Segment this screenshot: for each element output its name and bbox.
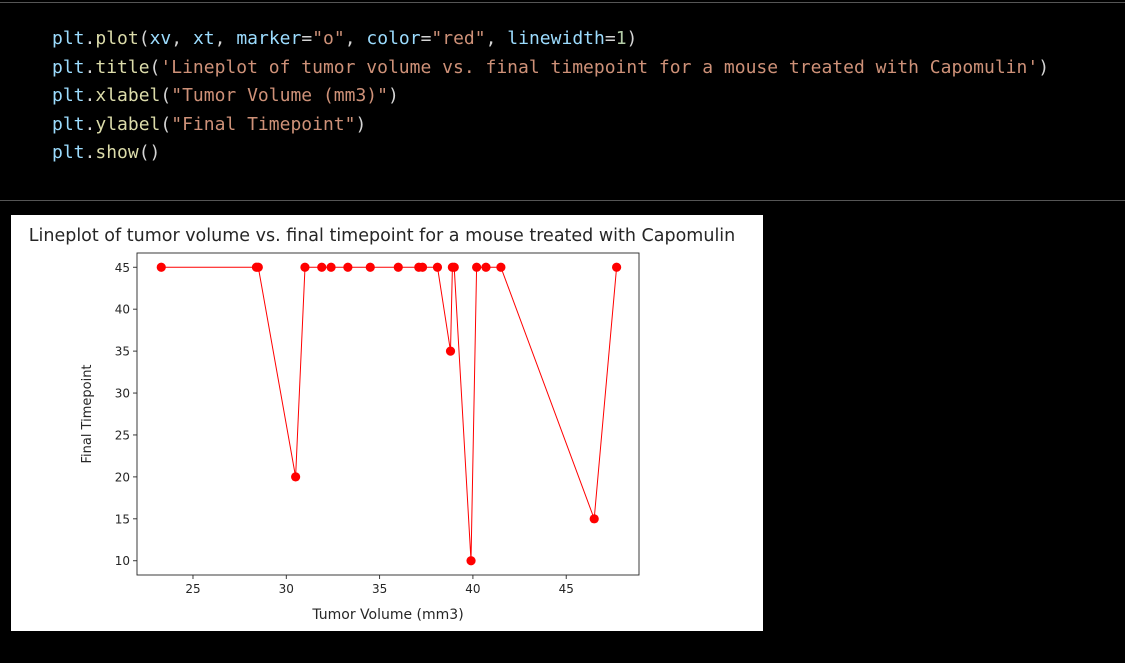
code-token: xlabel — [95, 85, 161, 106]
y-axis-label: Final Timepoint — [80, 364, 95, 463]
y-tick-label: 25 — [115, 428, 130, 442]
data-point — [612, 262, 622, 272]
code-token: title — [95, 56, 150, 78]
data-point — [445, 346, 456, 356]
code-token: . — [84, 85, 96, 106]
data-point — [343, 262, 353, 272]
code-token: 1 — [615, 28, 627, 49]
code-line: plt.ylabel("Final Timepoint") — [52, 111, 1049, 140]
data-point — [432, 262, 443, 272]
code-token: ) — [626, 28, 638, 49]
code-line: plt.xlabel("Tumor Volume (mm3)") — [52, 82, 1049, 111]
code-token: , — [344, 28, 367, 49]
code-token: = — [301, 28, 313, 49]
y-tick-label: 20 — [115, 470, 130, 484]
code-token: , — [214, 28, 237, 49]
data-point — [466, 556, 476, 566]
code-token: "o" — [312, 28, 345, 49]
x-axis-label: Tumor Volume (mm3) — [311, 607, 463, 623]
line-chart: Lineplot of tumor volume vs. final timep… — [29, 226, 736, 623]
code-token: plt — [52, 113, 85, 135]
code-token: "red" — [431, 28, 486, 49]
data-point — [449, 262, 459, 272]
code-token: ylabel — [95, 113, 161, 135]
code-token: "Tumor Volume (mm3)" — [171, 85, 388, 106]
series-path — [161, 266, 618, 561]
code-token: "Final Timepoint" — [171, 113, 356, 135]
code-token: . — [84, 28, 96, 49]
code-cell[interactable]: plt.plot(xv, xt, marker="o", color="red"… — [0, 3, 1125, 199]
plot-area — [136, 252, 640, 576]
code-line: plt.plot(xv, xt, marker="o", color="red"… — [52, 25, 1049, 54]
code-token: . — [84, 56, 96, 78]
code-token: ) — [1038, 56, 1050, 78]
x-tick-label: 25 — [185, 582, 200, 596]
code-token: plt — [52, 56, 85, 78]
data-point — [472, 262, 482, 272]
code-token: plt — [52, 28, 85, 49]
code-line: plt.title('Lineplot of tumor volume vs. … — [52, 54, 1049, 83]
y-tick-label: 45 — [115, 261, 130, 275]
code-token: ( — [160, 85, 172, 106]
data-point — [365, 262, 375, 272]
y-tick-label: 15 — [115, 512, 130, 526]
top-divider — [0, 2, 1125, 3]
data-point — [291, 472, 301, 482]
cell-divider — [0, 200, 1125, 201]
data-point — [300, 262, 310, 272]
x-tick-label: 30 — [279, 582, 294, 596]
series-line — [156, 262, 622, 566]
code-token: plt — [52, 142, 85, 163]
code-token: , — [171, 28, 193, 49]
code-token: . — [84, 142, 96, 163]
code-token: () — [138, 142, 161, 163]
code-token: linewidth — [507, 28, 605, 49]
code-token: xv — [149, 28, 172, 49]
code-token: ) — [387, 85, 399, 106]
code-token: ( — [138, 28, 150, 49]
y-tick-label: 40 — [115, 303, 130, 317]
code-token: xt — [192, 28, 215, 49]
y-tick-label: 10 — [115, 554, 130, 568]
data-point — [317, 262, 327, 272]
y-axis: 10 15 20 25 30 35 40 45 — [115, 261, 137, 568]
code-token: ) — [355, 113, 367, 135]
y-tick-label: 30 — [115, 387, 130, 401]
x-tick-label: 40 — [465, 582, 480, 596]
data-point — [253, 262, 263, 272]
code-token: ( — [160, 113, 172, 135]
code-token: , — [485, 28, 508, 49]
x-tick-label: 45 — [559, 582, 574, 596]
data-point — [481, 262, 491, 272]
code-token: color — [366, 28, 421, 49]
y-tick-label: 35 — [115, 345, 130, 359]
code-editor[interactable]: plt.plot(xv, xt, marker="o", color="red"… — [52, 25, 1049, 168]
code-token: ( — [149, 56, 161, 78]
code-token: . — [84, 113, 96, 135]
data-point — [589, 514, 599, 524]
data-point — [156, 262, 166, 272]
chart-title: Lineplot of tumor volume vs. final timep… — [29, 226, 736, 246]
code-token: show — [95, 142, 139, 163]
data-point — [326, 262, 336, 272]
code-token: marker — [236, 28, 302, 49]
code-token: = — [420, 28, 432, 49]
output-cell: Lineplot of tumor volume vs. final timep… — [11, 215, 763, 631]
data-point — [417, 262, 428, 272]
x-axis: 25 30 35 40 45 — [185, 575, 574, 596]
code-token: plot — [95, 28, 139, 49]
data-point — [496, 262, 506, 272]
code-token: plt — [52, 85, 85, 106]
code-token: = — [604, 28, 616, 49]
code-line: plt.show() — [52, 139, 1049, 168]
x-tick-label: 35 — [372, 582, 387, 596]
code-token: 'Lineplot of tumor volume vs. final time… — [160, 56, 1039, 78]
data-point — [393, 262, 403, 272]
